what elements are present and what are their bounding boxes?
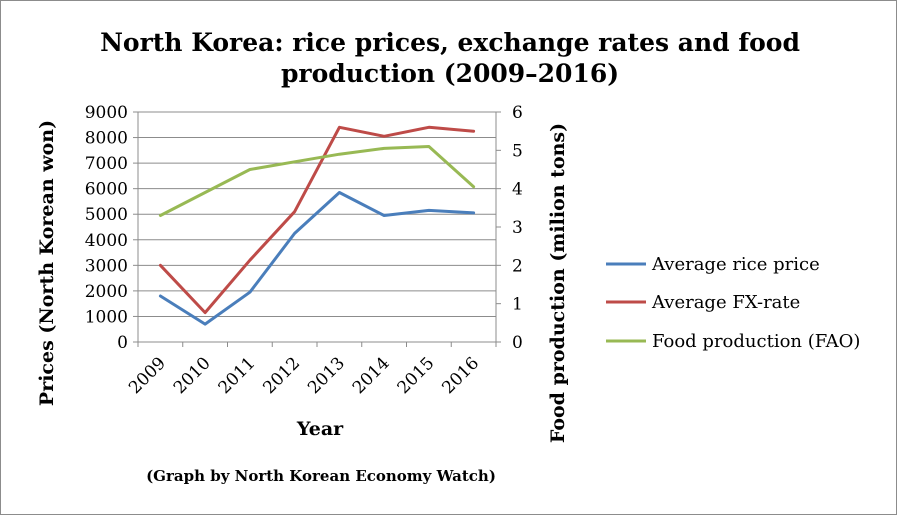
x-tick-label: 2016 (438, 353, 483, 398)
left-y-tick-labels: 0 1000 2000 3000 4000 5000 6000 7000 8000 9000 (85, 103, 128, 353)
right-y-axis-title: Food production (milion tons) (547, 123, 569, 443)
left-y-tick-label: 7000 (85, 154, 128, 174)
x-tick-label: 2012 (259, 353, 304, 398)
chart-title-line2: production (2009–2016) (281, 59, 619, 88)
right-y-tick-label: 6 (512, 103, 523, 123)
right-y-tick-label: 4 (512, 180, 523, 200)
left-y-tick-label: 3000 (85, 256, 128, 276)
left-y-tick-label: 4000 (85, 231, 128, 251)
left-y-tick-label: 8000 (85, 129, 128, 149)
x-tick-label: 2014 (349, 353, 394, 398)
left-y-tick-label: 1000 (85, 307, 128, 327)
x-tick-label: 2010 (170, 353, 215, 398)
gridlines (138, 112, 496, 342)
series-line (160, 193, 473, 325)
legend: Average rice price Average FX-rate Food pr… (606, 254, 860, 352)
series-lines (160, 127, 473, 324)
series-line (160, 127, 473, 312)
left-y-axis-title: Prices (North Korean won) (36, 120, 58, 406)
chart-footnote: (Graph by North Korean Economy Watch) (146, 467, 496, 485)
legend-label: Food production (FAO) (652, 331, 860, 352)
left-y-tick-label: 0 (117, 333, 128, 353)
right-y-tick-label: 1 (512, 295, 523, 315)
x-tick-label: 2011 (215, 353, 260, 398)
x-tick-label: 2015 (394, 353, 439, 398)
left-y-tick-label: 9000 (85, 103, 128, 123)
left-y-tick-label: 5000 (85, 205, 128, 225)
right-y-tick-label: 2 (512, 256, 523, 276)
right-y-tick-label: 5 (512, 141, 523, 161)
left-y-tick-label: 2000 (85, 282, 128, 302)
series-line (160, 147, 473, 216)
x-tick-label: 2013 (304, 353, 349, 398)
legend-label: Average FX-rate (651, 292, 800, 313)
right-y-tick-labels: 0 1 2 3 4 5 6 (512, 103, 523, 353)
left-y-tick-label: 6000 (85, 180, 128, 200)
chart-title-line1: North Korea: rice prices, exchange rates… (100, 28, 800, 57)
legend-label: Average rice price (651, 254, 820, 275)
right-y-tick-label: 3 (512, 218, 523, 238)
x-axis-title: Year (296, 418, 344, 440)
right-y-tick-label: 0 (512, 333, 523, 353)
x-tick-label: 2009 (125, 353, 170, 398)
